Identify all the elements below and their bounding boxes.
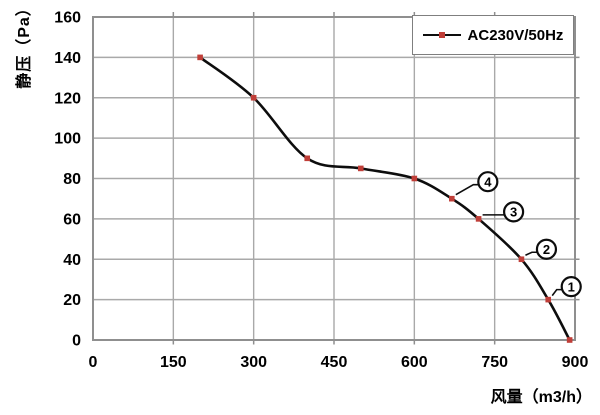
annotations: 4 3 2 1 [455, 171, 582, 298]
annotation-leader-line [525, 251, 539, 256]
annotation-number: 1 [568, 279, 575, 294]
svg-text:600: 600 [401, 354, 428, 371]
svg-text:100: 100 [54, 131, 81, 148]
svg-text:80: 80 [63, 171, 81, 188]
annotation-circle [560, 276, 582, 298]
svg-text:40: 40 [63, 252, 81, 269]
svg-text:300: 300 [240, 354, 267, 371]
annotation-circle [477, 171, 499, 193]
gridlines [93, 17, 575, 340]
svg-text:140: 140 [54, 50, 81, 67]
axis-ticks [172, 12, 580, 345]
svg-text:450: 450 [321, 354, 348, 371]
svg-text:900: 900 [562, 354, 589, 371]
legend-line-sample [422, 31, 461, 38]
annotation-number: 2 [543, 242, 550, 257]
annotation-circle [502, 201, 525, 223]
x-axis-title: 风量（m3/h） [490, 389, 592, 406]
svg-text:20: 20 [63, 292, 81, 309]
svg-text:120: 120 [54, 90, 81, 107]
annotation-number: 3 [510, 205, 517, 220]
annotation-number: 4 [484, 174, 492, 189]
legend-label: AC230V/50Hz [467, 26, 564, 44]
y-axis-title: 静压（Pa） [16, 0, 33, 89]
annotation-leader-line [551, 288, 564, 297]
data-point-markers [197, 54, 573, 343]
legend: AC230V/50Hz [412, 15, 574, 55]
svg-text:60: 60 [63, 211, 81, 228]
svg-text:0: 0 [89, 354, 98, 371]
svg-text:160: 160 [54, 10, 81, 27]
annotation-circle [535, 238, 558, 260]
annotation-leader-line [455, 183, 480, 196]
y-tick-labels: 0 20 40 60 80 100 120 140 160 [54, 10, 81, 350]
svg-text:150: 150 [160, 354, 187, 371]
svg-text:750: 750 [481, 354, 508, 371]
series-line [198, 56, 571, 342]
svg-text:0: 0 [72, 333, 81, 350]
legend-square-marker-icon [438, 31, 445, 38]
x-tick-labels: 0 150 300 450 600 750 900 [89, 354, 589, 371]
